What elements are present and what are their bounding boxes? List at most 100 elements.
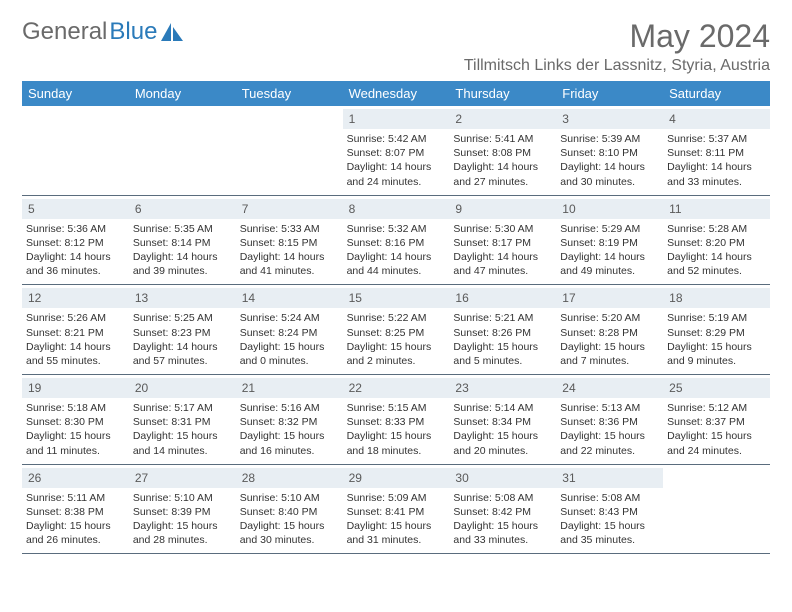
detail-line: Sunset: 8:29 PM: [667, 326, 766, 340]
day-number: [663, 468, 770, 474]
detail-line: and 2 minutes.: [347, 354, 446, 368]
logo-text-gray: General: [22, 18, 107, 46]
calendar-week: 5 Sunrise: 5:36 AMSunset: 8:12 PMDaylight…: [22, 196, 770, 286]
weekday-label: Sunday: [22, 81, 129, 106]
day-details: Sunrise: 5:12 AMSunset: 8:37 PMDaylight:…: [667, 401, 766, 458]
detail-line: Sunrise: 5:10 AM: [133, 491, 232, 505]
day-details: Sunrise: 5:36 AMSunset: 8:12 PMDaylight:…: [26, 222, 125, 279]
day-number: 8: [343, 199, 450, 219]
calendar-cell: 10Sunrise: 5:29 AMSunset: 8:19 PMDayligh…: [556, 196, 663, 285]
detail-line: Sunset: 8:07 PM: [347, 146, 446, 160]
detail-line: Daylight: 15 hours: [560, 519, 659, 533]
day-number: 14: [236, 288, 343, 308]
logo-text-blue: Blue: [109, 18, 157, 46]
detail-line: Sunrise: 5:26 AM: [26, 311, 125, 325]
calendar-week: 1Sunrise: 5:42 AMSunset: 8:07 PMDaylight…: [22, 106, 770, 196]
detail-line: Sunrise: 5:28 AM: [667, 222, 766, 236]
detail-line: and 24 minutes.: [347, 175, 446, 189]
detail-line: Sunset: 8:30 PM: [26, 415, 125, 429]
calendar-cell: 7Sunrise: 5:33 AMSunset: 8:15 PMDaylight…: [236, 196, 343, 285]
day-number: 11: [663, 199, 770, 219]
detail-line: Sunrise: 5:32 AM: [347, 222, 446, 236]
detail-line: and 57 minutes.: [133, 354, 232, 368]
detail-line: Sunset: 8:15 PM: [240, 236, 339, 250]
detail-line: Sunrise: 5:19 AM: [667, 311, 766, 325]
detail-line: Daylight: 15 hours: [453, 519, 552, 533]
detail-line: Sunrise: 5:12 AM: [667, 401, 766, 415]
detail-line: and 35 minutes.: [560, 533, 659, 547]
day-number: 16: [449, 288, 556, 308]
day-number: 22: [343, 378, 450, 398]
day-details: Sunrise: 5:10 AMSunset: 8:40 PMDaylight:…: [240, 491, 339, 548]
calendar-cell: 3Sunrise: 5:39 AMSunset: 8:10 PMDaylight…: [556, 106, 663, 195]
day-number: 2: [449, 109, 556, 129]
day-number: 29: [343, 468, 450, 488]
day-details: Sunrise: 5:08 AMSunset: 8:42 PMDaylight:…: [453, 491, 552, 548]
calendar-week: 19 Sunrise: 5:18 AMSunset: 8:30 PMDayligh…: [22, 375, 770, 465]
detail-line: Sunrise: 5:24 AM: [240, 311, 339, 325]
calendar-cell: 18Sunrise: 5:19 AMSunset: 8:29 PMDayligh…: [663, 285, 770, 374]
day-number: 5: [22, 199, 129, 219]
day-number: [129, 109, 236, 115]
detail-line: Sunrise: 5:14 AM: [453, 401, 552, 415]
day-details: Sunrise: 5:21 AMSunset: 8:26 PMDaylight:…: [453, 311, 552, 368]
detail-line: and 33 minutes.: [453, 533, 552, 547]
detail-line: and 11 minutes.: [26, 444, 125, 458]
detail-line: Sunset: 8:08 PM: [453, 146, 552, 160]
detail-line: Sunset: 8:10 PM: [560, 146, 659, 160]
detail-line: and 33 minutes.: [667, 175, 766, 189]
day-details: Sunrise: 5:15 AMSunset: 8:33 PMDaylight:…: [347, 401, 446, 458]
detail-line: Sunset: 8:26 PM: [453, 326, 552, 340]
day-details: Sunrise: 5:35 AMSunset: 8:14 PMDaylight:…: [133, 222, 232, 279]
detail-line: Daylight: 15 hours: [560, 340, 659, 354]
weeks-container: 1Sunrise: 5:42 AMSunset: 8:07 PMDaylight…: [22, 106, 770, 554]
detail-line: Sunrise: 5:16 AM: [240, 401, 339, 415]
detail-line: Daylight: 15 hours: [667, 429, 766, 443]
day-number: 15: [343, 288, 450, 308]
detail-line: and 24 minutes.: [667, 444, 766, 458]
detail-line: and 31 minutes.: [347, 533, 446, 547]
detail-line: Sunrise: 5:09 AM: [347, 491, 446, 505]
detail-line: Sunset: 8:12 PM: [26, 236, 125, 250]
detail-line: and 14 minutes.: [133, 444, 232, 458]
detail-line: Sunrise: 5:30 AM: [453, 222, 552, 236]
calendar-cell: 14Sunrise: 5:24 AMSunset: 8:24 PMDayligh…: [236, 285, 343, 374]
day-details: Sunrise: 5:18 AMSunset: 8:30 PMDaylight:…: [26, 401, 125, 458]
detail-line: and 30 minutes.: [560, 175, 659, 189]
calendar-cell: 21Sunrise: 5:16 AMSunset: 8:32 PMDayligh…: [236, 375, 343, 464]
detail-line: Sunrise: 5:17 AM: [133, 401, 232, 415]
detail-line: and 22 minutes.: [560, 444, 659, 458]
calendar-cell: 27Sunrise: 5:10 AMSunset: 8:39 PMDayligh…: [129, 465, 236, 554]
calendar-cell: 2Sunrise: 5:41 AMSunset: 8:08 PMDaylight…: [449, 106, 556, 195]
day-details: Sunrise: 5:42 AMSunset: 8:07 PMDaylight:…: [347, 132, 446, 189]
detail-line: Sunrise: 5:21 AM: [453, 311, 552, 325]
detail-line: Sunrise: 5:25 AM: [133, 311, 232, 325]
day-details: Sunrise: 5:16 AMSunset: 8:32 PMDaylight:…: [240, 401, 339, 458]
detail-line: Sunset: 8:17 PM: [453, 236, 552, 250]
detail-line: Sunrise: 5:35 AM: [133, 222, 232, 236]
day-number: [22, 109, 129, 115]
day-number: 7: [236, 199, 343, 219]
calendar-cell: 4Sunrise: 5:37 AMSunset: 8:11 PMDaylight…: [663, 106, 770, 195]
detail-line: Daylight: 14 hours: [560, 250, 659, 264]
day-number: 19: [22, 378, 129, 398]
detail-line: and 47 minutes.: [453, 264, 552, 278]
detail-line: Sunrise: 5:22 AM: [347, 311, 446, 325]
detail-line: Sunset: 8:21 PM: [26, 326, 125, 340]
detail-line: Sunrise: 5:33 AM: [240, 222, 339, 236]
day-details: Sunrise: 5:32 AMSunset: 8:16 PMDaylight:…: [347, 222, 446, 279]
calendar-cell: 22 Sunrise: 5:15 AMSunset: 8:33 PMDayligh…: [343, 375, 450, 464]
detail-line: and 55 minutes.: [26, 354, 125, 368]
detail-line: Daylight: 15 hours: [240, 429, 339, 443]
calendar-cell: 8 Sunrise: 5:32 AMSunset: 8:16 PMDaylight…: [343, 196, 450, 285]
detail-line: Sunset: 8:24 PM: [240, 326, 339, 340]
day-details: Sunrise: 5:39 AMSunset: 8:10 PMDaylight:…: [560, 132, 659, 189]
detail-line: Sunrise: 5:15 AM: [347, 401, 446, 415]
detail-line: Daylight: 14 hours: [26, 340, 125, 354]
detail-line: Sunrise: 5:08 AM: [560, 491, 659, 505]
detail-line: Sunset: 8:37 PM: [667, 415, 766, 429]
calendar-cell: 31Sunrise: 5:08 AMSunset: 8:43 PMDayligh…: [556, 465, 663, 554]
detail-line: Daylight: 14 hours: [560, 160, 659, 174]
day-number: 26: [22, 468, 129, 488]
detail-line: Sunset: 8:16 PM: [347, 236, 446, 250]
